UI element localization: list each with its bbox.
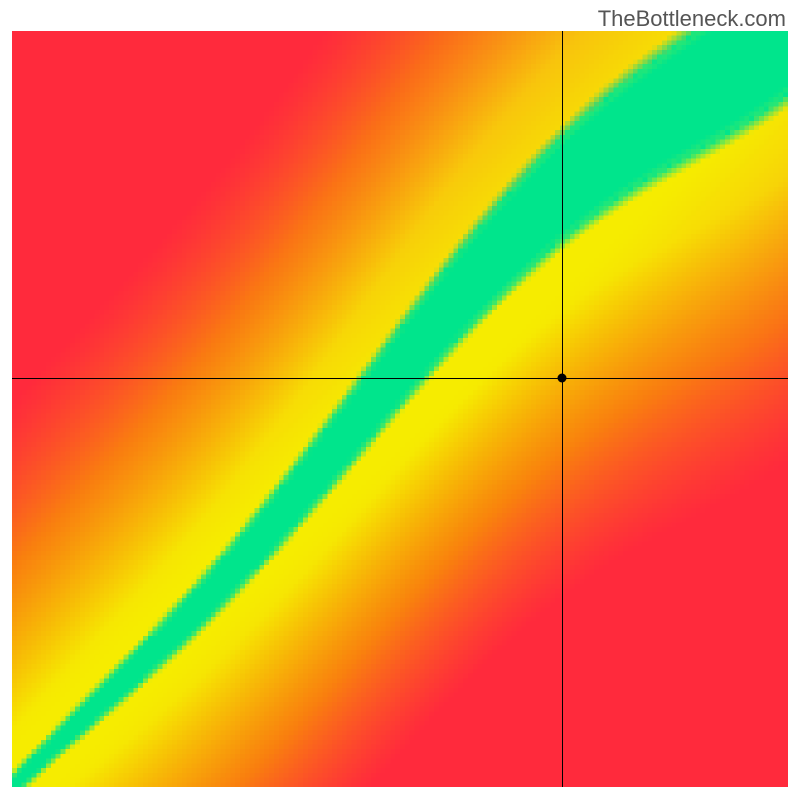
crosshair-vertical bbox=[562, 31, 563, 787]
crosshair-marker bbox=[558, 374, 567, 383]
watermark-text: TheBottleneck.com bbox=[598, 6, 786, 32]
crosshair-horizontal bbox=[12, 378, 788, 379]
heatmap-canvas bbox=[12, 31, 788, 787]
bottleneck-chart: TheBottleneck.com bbox=[0, 0, 800, 800]
